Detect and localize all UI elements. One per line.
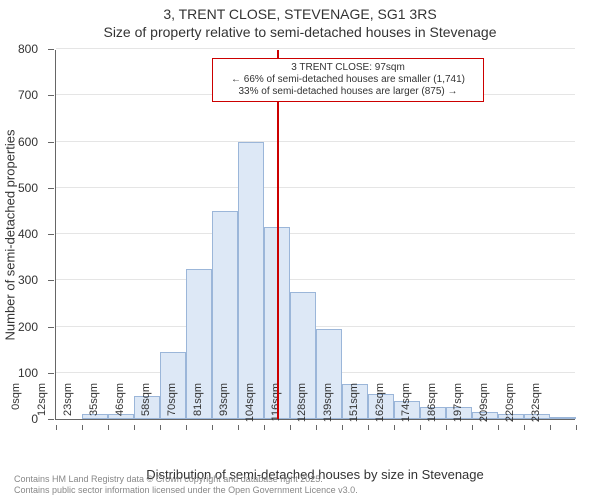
y-tick-label: 200 (18, 320, 38, 334)
x-tick-label: 220sqm (504, 383, 516, 433)
histogram-bar (238, 142, 264, 420)
x-tick-mark (498, 425, 499, 430)
annotation-box: 3 TRENT CLOSE: 97sqm← 66% of semi-detach… (212, 58, 484, 102)
y-tick-mark (48, 49, 54, 50)
histogram-bar (550, 417, 576, 419)
x-tick-mark (186, 425, 187, 430)
x-tick-mark (576, 425, 577, 430)
y-tick-label: 100 (18, 366, 38, 380)
x-tick-mark (290, 425, 291, 430)
x-tick-label: 162sqm (374, 383, 386, 433)
x-tick-mark (472, 425, 473, 430)
x-tick-label: 151sqm (348, 383, 360, 433)
annotation-line-3: 33% of semi-detached houses are larger (… (219, 86, 477, 98)
x-tick-mark (56, 425, 57, 430)
x-tick-label: 23sqm (62, 383, 74, 433)
plot-wrap: Number of semi-detached properties 01002… (55, 50, 575, 420)
x-tick-mark (446, 425, 447, 430)
x-tick-mark (160, 425, 161, 430)
x-tick-label: 46sqm (114, 383, 126, 433)
x-tick-mark (550, 425, 551, 430)
reference-line (277, 50, 279, 419)
y-tick-label: 800 (18, 42, 38, 56)
y-tick-label: 700 (18, 88, 38, 102)
y-tick-label: 400 (18, 227, 38, 241)
x-tick-label: 93sqm (218, 383, 230, 433)
attribution-line-2: Contains public sector information licen… (14, 485, 358, 496)
title-line-1: 3, TRENT CLOSE, STEVENAGE, SG1 3RS (0, 6, 600, 24)
y-tick-mark (48, 373, 54, 374)
x-tick-mark (524, 425, 525, 430)
x-tick-mark (394, 425, 395, 430)
x-tick-mark (82, 425, 83, 430)
y-tick-label: 600 (18, 135, 38, 149)
y-tick-label: 500 (18, 181, 38, 195)
x-tick-label: 35sqm (88, 383, 100, 433)
x-tick-label: 0sqm (10, 383, 22, 433)
x-tick-mark (134, 425, 135, 430)
attribution: Contains HM Land Registry data © Crown c… (14, 474, 358, 496)
x-tick-label: 12sqm (36, 383, 48, 433)
grid-line (56, 279, 575, 280)
y-tick-mark (48, 419, 54, 420)
title-block: 3, TRENT CLOSE, STEVENAGE, SG1 3RS Size … (0, 0, 600, 41)
x-tick-label: 232sqm (530, 383, 542, 433)
title-line-2: Size of property relative to semi-detach… (0, 24, 600, 42)
y-axis-label: Number of semi-detached properties (3, 130, 18, 341)
y-tick-mark (48, 188, 54, 189)
attribution-line-1: Contains HM Land Registry data © Crown c… (14, 474, 358, 485)
x-tick-mark (420, 425, 421, 430)
x-tick-label: 81sqm (192, 383, 204, 433)
x-tick-label: 197sqm (452, 383, 464, 433)
x-tick-mark (108, 425, 109, 430)
grid-line (56, 187, 575, 188)
x-tick-label: 116sqm (270, 383, 282, 433)
y-tick-mark (48, 142, 54, 143)
x-tick-label: 139sqm (322, 383, 334, 433)
annotation-line-1: 3 TRENT CLOSE: 97sqm (219, 62, 477, 74)
x-tick-mark (264, 425, 265, 430)
plot-area: 01002003004005006007008000sqm12sqm23sqm3… (55, 50, 575, 420)
grid-line (56, 141, 575, 142)
x-tick-mark (316, 425, 317, 430)
y-tick-mark (48, 95, 54, 96)
y-tick-mark (48, 327, 54, 328)
x-tick-mark (368, 425, 369, 430)
chart-root: 3, TRENT CLOSE, STEVENAGE, SG1 3RS Size … (0, 0, 600, 500)
x-tick-label: 70sqm (166, 383, 178, 433)
grid-line (56, 48, 575, 49)
y-tick-mark (48, 280, 54, 281)
x-tick-mark (212, 425, 213, 430)
x-tick-label: 174sqm (400, 383, 412, 433)
x-tick-mark (238, 425, 239, 430)
annotation-line-2: ← 66% of semi-detached houses are smalle… (219, 74, 477, 86)
grid-line (56, 233, 575, 234)
x-tick-label: 128sqm (296, 383, 308, 433)
x-tick-label: 209sqm (478, 383, 490, 433)
x-tick-label: 58sqm (140, 383, 152, 433)
y-tick-label: 300 (18, 273, 38, 287)
x-tick-mark (342, 425, 343, 430)
x-tick-label: 186sqm (426, 383, 438, 433)
x-tick-label: 104sqm (244, 383, 256, 433)
y-tick-mark (48, 234, 54, 235)
